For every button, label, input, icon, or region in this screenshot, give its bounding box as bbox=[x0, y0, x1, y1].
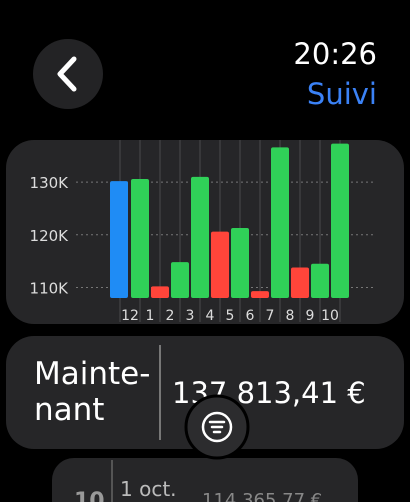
bar bbox=[291, 267, 309, 298]
current-label: Mainte- bbox=[34, 356, 150, 392]
y-tick-label: 110K bbox=[30, 279, 70, 297]
bar bbox=[211, 231, 229, 298]
bar bbox=[191, 176, 209, 298]
title: Suivi bbox=[307, 77, 377, 111]
bar bbox=[271, 147, 289, 298]
back-button[interactable] bbox=[33, 39, 103, 109]
x-tick-label: 3 bbox=[186, 308, 195, 324]
bar bbox=[131, 178, 149, 298]
x-tick-label: 10 bbox=[321, 308, 339, 324]
x-tick-label: 1 bbox=[146, 308, 155, 324]
bar bbox=[110, 181, 128, 298]
menu-icon-lines bbox=[208, 420, 226, 434]
x-tick-label: 2 bbox=[166, 308, 175, 324]
clock: 20:26 bbox=[293, 37, 377, 71]
bar bbox=[151, 286, 169, 298]
bar bbox=[311, 263, 329, 298]
bar bbox=[171, 262, 189, 298]
bar bbox=[331, 143, 349, 298]
list-number: 10 bbox=[74, 489, 105, 502]
x-tick-label: 4 bbox=[206, 308, 215, 324]
back-icon bbox=[57, 56, 77, 92]
x-tick-label: 6 bbox=[246, 308, 255, 324]
bar bbox=[251, 291, 269, 298]
bar bbox=[231, 227, 249, 298]
y-tick-label: 120K bbox=[30, 227, 70, 245]
menu-icon bbox=[201, 411, 233, 443]
list-value: 114 365,77 € bbox=[202, 490, 322, 502]
x-tick-label: 9 bbox=[306, 308, 315, 324]
current-label: nant bbox=[34, 392, 104, 428]
x-tick-label: 12 bbox=[121, 308, 139, 324]
current-card bbox=[6, 336, 404, 449]
x-tick-label: 7 bbox=[266, 308, 275, 324]
x-tick-label: 5 bbox=[226, 308, 235, 324]
list-card bbox=[52, 458, 358, 502]
y-tick-label: 130K bbox=[30, 174, 70, 192]
list-date: 1 oct. bbox=[120, 477, 177, 501]
x-tick-label: 8 bbox=[286, 308, 295, 324]
